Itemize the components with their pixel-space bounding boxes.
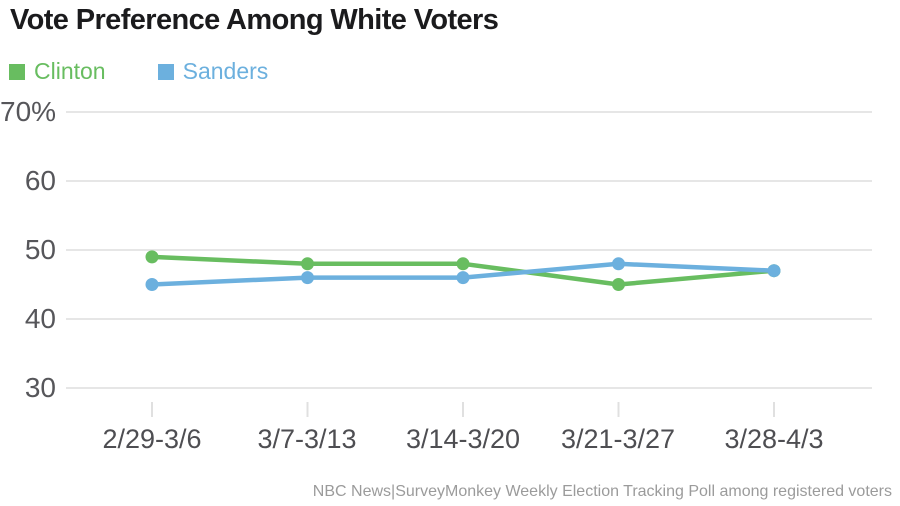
x-axis-label-4: 3/21-3/27: [560, 424, 676, 454]
legend-item-sanders: Sanders: [157, 58, 269, 85]
clinton-point: [456, 257, 470, 271]
legend: Clinton Sanders: [9, 58, 268, 85]
clinton-legend-label: Clinton: [34, 58, 106, 84]
sanders-swatch-icon: [157, 63, 174, 80]
x-axis-label-1: 2/29-3/6: [102, 424, 202, 454]
x-axis-label-3: 3/14-3/20: [405, 424, 521, 454]
y-axis-label-70: 70%: [0, 96, 57, 127]
clinton-line: [149, 254, 777, 287]
y-axis-label-50: 50: [24, 234, 56, 265]
clinton-point: [767, 264, 781, 278]
clinton-point: [301, 257, 314, 271]
sanders-point: [612, 257, 625, 271]
sanders-legend-label: Sanders: [182, 58, 269, 84]
y-axis-label-40: 40: [24, 303, 56, 334]
sanders-point: [767, 264, 781, 278]
source-note: NBC News|SurveyMonkey Weekly Election Tr…: [312, 483, 892, 500]
legend-item-clinton: Clinton: [9, 58, 106, 85]
clinton-point: [612, 278, 625, 291]
sanders-point: [145, 278, 159, 291]
sanders-point: [456, 271, 470, 285]
y-axis-label-30: 30: [24, 372, 56, 403]
x-axis-label-5: 3/28-4/3: [724, 424, 824, 454]
chart-title: Vote Preference Among White Voters: [10, 4, 499, 36]
clinton-point: [145, 250, 159, 264]
sanders-line: [149, 261, 777, 287]
clinton-swatch-icon: [9, 63, 25, 80]
x-axis-label-2: 3/7-3/13: [257, 424, 357, 454]
y-axis-label-60: 60: [24, 165, 56, 196]
sanders-point: [301, 271, 314, 285]
